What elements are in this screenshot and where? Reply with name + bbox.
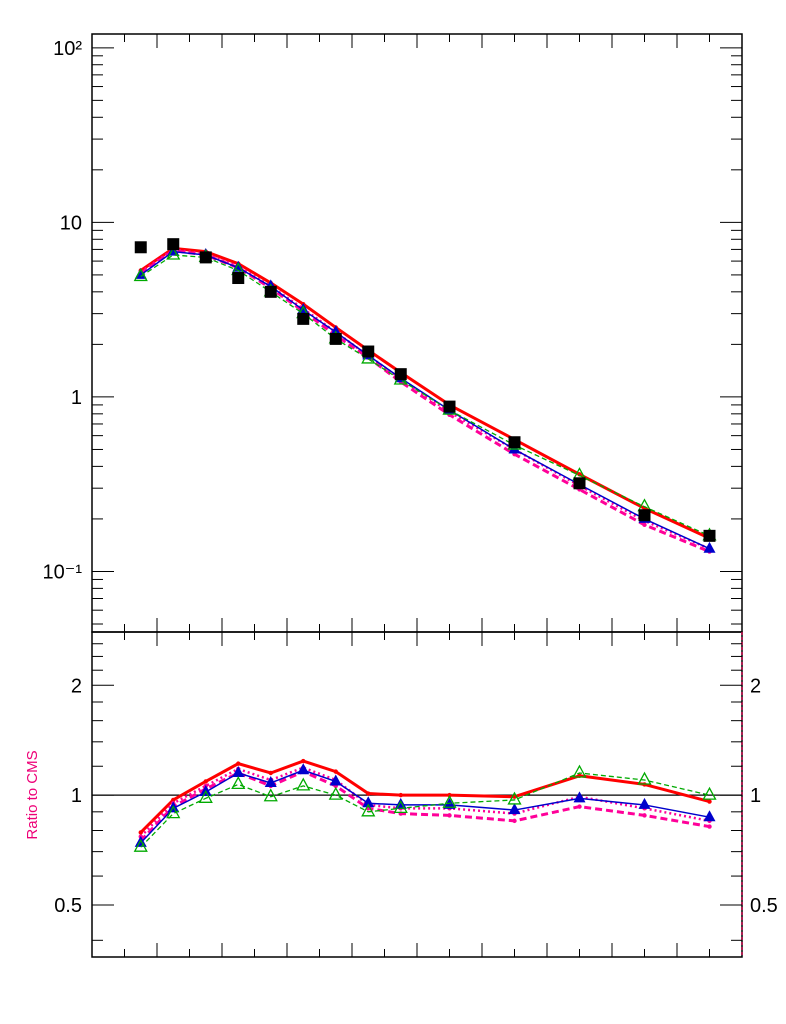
series-line-2: [139, 248, 711, 553]
series-line-1: [140, 248, 710, 550]
series-marker-3: [232, 765, 245, 777]
y-tick-label: 10⁻¹: [43, 561, 83, 583]
series-marker-4: [296, 777, 311, 791]
series-marker-3: [297, 763, 310, 775]
series-marker-3: [638, 797, 651, 809]
data-point: [297, 312, 310, 325]
series-marker-2: [447, 813, 452, 818]
series-marker-4: [166, 805, 181, 819]
series-marker-0: [171, 797, 176, 803]
series-marker-0: [333, 769, 338, 774]
y-tick-label: 0.5: [54, 895, 82, 917]
series-marker-4: [637, 771, 652, 785]
data-point: [508, 436, 521, 449]
series-marker-0: [366, 791, 371, 796]
y-tick-label-right: 1: [750, 785, 761, 807]
series-marker-3: [264, 775, 277, 787]
series-line-4: [140, 254, 710, 537]
series-marker-3: [329, 774, 342, 786]
series-line-4: [140, 772, 710, 848]
data-point: [573, 477, 586, 490]
series-line-2: [139, 770, 710, 842]
y-tick-label: 2: [71, 675, 82, 697]
y-tick-label: 1: [71, 785, 82, 807]
plot-frame: [91, 33, 743, 633]
series-marker-3: [508, 803, 521, 815]
series-marker-0: [236, 761, 241, 766]
series-marker-0: [268, 770, 273, 776]
series-marker-4: [393, 799, 408, 813]
series-marker-3: [703, 541, 716, 553]
series-line-0: [139, 759, 710, 834]
data-point: [362, 345, 375, 358]
data-point: [329, 332, 342, 345]
y-tick-label: 10²: [53, 38, 82, 60]
series-marker-2: [512, 818, 517, 824]
data-point: [443, 400, 456, 413]
data-point: [264, 285, 277, 298]
series-marker-4: [572, 764, 587, 778]
series-line-1: [139, 766, 710, 838]
series-marker-4: [263, 788, 278, 802]
series-marker-0: [203, 779, 208, 784]
series-marker-4: [507, 791, 522, 805]
series-marker-0: [707, 799, 712, 804]
series-marker-2: [707, 824, 712, 829]
series-marker-4: [133, 268, 148, 282]
series-line-3: [140, 769, 710, 844]
data-point: [394, 368, 407, 381]
series-marker-3: [703, 810, 716, 822]
series-marker-4: [231, 776, 246, 790]
series-line-3: [140, 250, 710, 550]
series-marker-4: [198, 789, 213, 803]
series-marker-3: [394, 797, 407, 809]
y-tick-label-right: 0.5: [750, 895, 778, 917]
data-point: [167, 238, 180, 251]
series-marker-4: [328, 786, 343, 800]
ratio-axis-title: Ratio to CMS: [24, 750, 41, 839]
series-marker-4: [361, 803, 376, 817]
spectrum-panel: 10² 10 1 10⁻¹: [43, 33, 743, 633]
data-point: [134, 241, 147, 254]
y-tick-label: 1: [71, 387, 82, 409]
y-tick-label: 10: [60, 212, 82, 234]
series-marker-4: [442, 794, 457, 808]
data-point: [703, 529, 716, 542]
series-marker-4: [702, 786, 717, 800]
series-marker-2: [642, 813, 647, 818]
series-marker-0: [398, 792, 403, 798]
series-marker-0: [138, 830, 143, 835]
series-marker-3: [362, 796, 375, 808]
y-tick-label-right: 2: [750, 675, 761, 697]
series-marker-2: [642, 522, 647, 528]
data-point: [638, 509, 651, 522]
data-point: [232, 272, 245, 285]
series-marker-0: [301, 758, 306, 764]
series-marker-4: [166, 246, 181, 260]
series-marker-2: [577, 804, 582, 809]
series-marker-4: [133, 838, 148, 852]
series-marker-3: [573, 791, 586, 803]
data-point: [199, 251, 212, 264]
ratio-panel: 2 2 1 1 0.5 0.5: [54, 631, 778, 958]
